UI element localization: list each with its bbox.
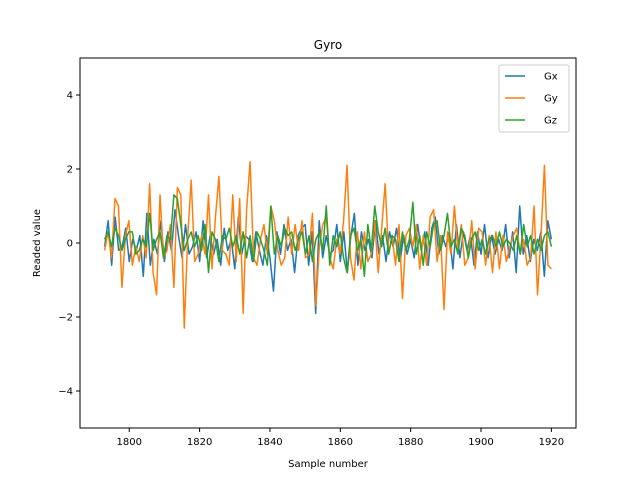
chart-title: Gyro: [314, 38, 342, 52]
legend: Gx Gy Gz: [498, 64, 570, 133]
y-axis-ticks: −4 −2 0 2 4: [58, 91, 80, 398]
legend-label-gz: Gz: [544, 116, 557, 127]
legend-box: [498, 64, 570, 133]
y-axis-label: Readed value: [32, 209, 43, 277]
y-tick-label: 0: [67, 239, 73, 250]
series-line-gz: [103, 194, 553, 278]
x-tick-label: 1860: [328, 437, 353, 448]
y-tick-label: 2: [67, 165, 73, 176]
x-tick-label: 1800: [117, 437, 142, 448]
x-axis-ticks: 1800 1820 1840 1860 1880 1900 1920: [117, 428, 564, 448]
x-tick-label: 1840: [257, 437, 282, 448]
x-tick-label: 1820: [187, 437, 212, 448]
x-tick-label: 1900: [468, 437, 493, 448]
x-tick-label: 1880: [398, 437, 423, 448]
legend-label-gx: Gx: [544, 72, 558, 83]
x-tick-label: 1920: [539, 437, 564, 448]
legend-label-gy: Gy: [544, 94, 558, 105]
y-tick-label: −4: [58, 387, 73, 398]
x-axis-label: Sample number: [288, 459, 369, 470]
y-tick-label: −2: [58, 313, 73, 324]
y-tick-label: 4: [67, 91, 73, 102]
plot-lines: [103, 160, 553, 329]
